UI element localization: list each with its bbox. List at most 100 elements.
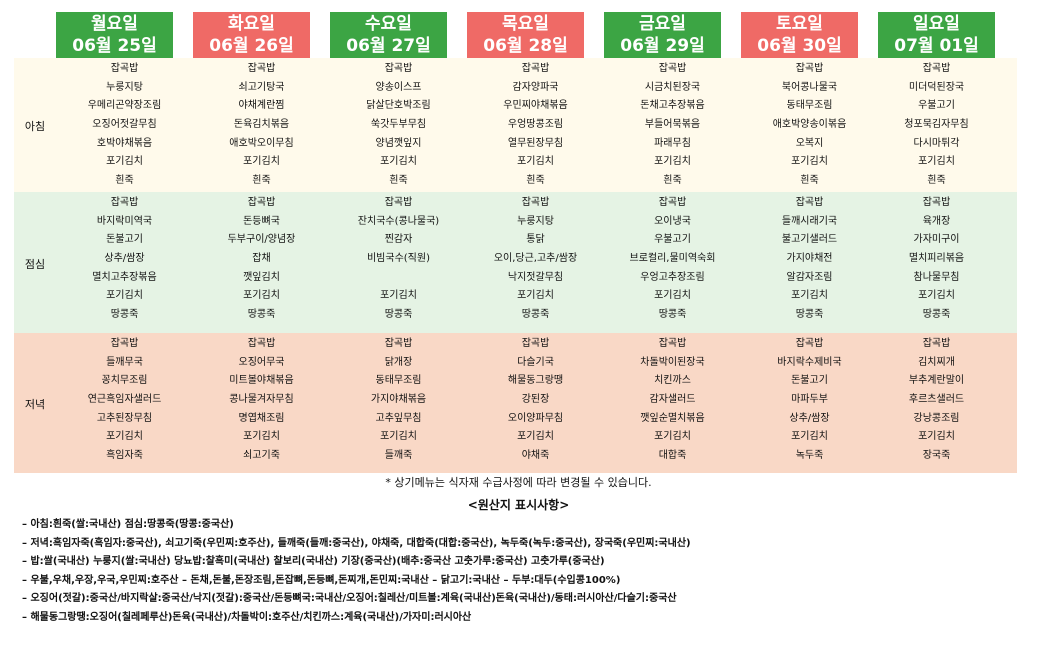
day-menu-cell: 잡곡밥 바지락미역국 돈불고기 상추/쌈장 멸치고추장볶음 포기김치 땅콩죽 <box>56 194 193 333</box>
day-header: 목요일 06월 28일 <box>467 12 584 58</box>
menu-item: 잡곡밥 <box>247 338 276 349</box>
change-notice: * 상기메뉴는 식자재 수급사정에 따라 변경될 수 있습니다. <box>385 476 652 489</box>
menu-item: 잡곡밥 <box>795 338 824 349</box>
menu-item: 포기김치 <box>654 290 691 302</box>
origin-note-line: – 해물동그랑땡:오징어(칠레페루산)돈육(국내산)/차돌박이:호주산/치킨까스… <box>22 611 472 623</box>
menu-item: 장국죽 <box>922 450 951 462</box>
day-date: 06월 27일 <box>346 36 431 56</box>
day-menu-cell: 잡곡밥 잔치국수(콩나물국) 찐감자 비빔국수(직원) 포기김치 땅콩죽 <box>330 194 467 333</box>
menu-item: 야채계란찜 <box>238 100 285 112</box>
menu-item: 땅콩죽 <box>521 309 550 321</box>
menu-item: 가자미구이 <box>913 234 960 246</box>
menu-item: 청포묵김자무침 <box>904 119 969 131</box>
day-menu-cell: 잡곡밥 바지락수제비국 돈불고기 마파두부 상추/쌈장 포기김치 녹두죽 <box>741 335 878 473</box>
menu-item: 부들어묵볶음 <box>644 119 701 131</box>
menu-item: 차돌박이된장국 <box>640 356 705 368</box>
menu-item: 잡곡밥 <box>247 63 276 74</box>
origin-note-line: – 우불,우채,우장,우국,우민찌:호주산 – 돈채,돈불,돈장조림,돈잡뼈,돈… <box>22 574 621 586</box>
menu-table: 월요일 06월 25일 화요일 06월 26일 수요일 06월 27일 목요일 06월 28일… <box>14 12 1017 473</box>
day-menu-cell: 잡곡밥 오이냉국 우불고기 브로컬리,물미역숙회 우엉고추장조림 포기김치 땅콩죽 <box>604 194 741 333</box>
menu-item: 콩나물겨자무침 <box>229 394 294 406</box>
menu-item: 다시마튀각 <box>913 137 960 149</box>
day-header: 금요일 06월 29일 <box>604 12 721 58</box>
menu-item: 포기김치 <box>791 290 828 302</box>
menu-item: 비빔국수(직원) <box>366 253 430 265</box>
menu-item: 잡곡밥 <box>384 197 413 208</box>
menu-item: 포기김치 <box>106 431 143 443</box>
menu-item: 흰죽 <box>115 175 134 187</box>
menu-item: 누룽지탕 <box>106 81 143 93</box>
origin-note-line: – 저녁:흑임자죽(흑임자:중국산), 쇠고기죽(우민찌:호주산), 들깨죽(들… <box>22 537 691 549</box>
day-date: 06월 28일 <box>483 36 568 56</box>
menu-item: 들깨시래기국 <box>781 215 838 227</box>
menu-item: 잡곡밥 <box>795 197 824 208</box>
meal-cells: 잡곡밥 들깨무국 꽁치무조림 연근흑임자샐러드 고추된장무침 포기김치 흑임자죽 잡곡밥 오징어… <box>56 335 1017 473</box>
menu-item: 부추계란말이 <box>908 375 965 387</box>
menu-item: 두부구이/양념장 <box>227 234 296 246</box>
day-menu-cell: 잡곡밥 감자양파국 우민찌야채볶음 우엉땅콩조림 열무된장무침 포기김치 흰죽 <box>467 60 604 192</box>
menu-item: 포기김치 <box>517 290 554 302</box>
day-name: 목요일 <box>502 14 549 34</box>
menu-item: 포기김치 <box>517 431 554 443</box>
menu-item: 닭개장 <box>384 356 413 368</box>
menu-item: 양송이스프 <box>375 81 422 93</box>
menu-item: 감자양파국 <box>512 81 559 93</box>
day-name: 수요일 <box>365 14 412 34</box>
day-menu-cell: 잡곡밥 돈등뼈국 두부구이/양념장 잡채 깻잎김치 포기김치 땅콩죽 <box>193 194 330 333</box>
menu-item: 바지락미역국 <box>96 215 153 227</box>
day-menu-cell: 잡곡밥 누룽지탕 우메리곤약장조림 오징어젓갈무침 호박야채볶음 포기김치 흰죽 <box>56 60 193 192</box>
menu-item: 애호박오이무침 <box>229 137 294 149</box>
menu-item: 포기김치 <box>918 290 955 302</box>
menu-item: 흰죽 <box>800 175 819 187</box>
menu-item: 브로컬리,물미역숙회 <box>629 253 716 265</box>
menu-item: 포기김치 <box>106 290 143 302</box>
menu-item: 땅콩죽 <box>795 309 824 321</box>
origin-note-line: – 오징어(젓갈):중국산/바지락살:중국산/낙지(젓갈):중국산/돈등뼈국:국… <box>22 593 677 605</box>
menu-item: 시금치된장국 <box>644 81 701 93</box>
menu-item: 포기김치 <box>106 156 143 168</box>
day-headers: 월요일 06월 25일 화요일 06월 26일 수요일 06월 27일 목요일 06월 28일… <box>56 12 995 58</box>
day-header-row: 월요일 06월 25일 화요일 06월 26일 수요일 06월 27일 목요일 06월 28일… <box>14 12 1017 58</box>
day-date: 06월 26일 <box>209 36 294 56</box>
day-menu-cell: 잡곡밥 김치찌개 부추계란말이 후르츠샐러드 강낭콩조림 포기김치 장국죽 <box>878 335 995 473</box>
menu-item: 잡곡밥 <box>110 338 139 349</box>
menu-item: 포기김치 <box>380 290 417 302</box>
origin-note-line: – 밥:쌀(국내산) 누룽지(쌀:국내산) 당뇨밥:찰흑미(국내산) 찰보리(국… <box>22 556 605 568</box>
header-corner <box>14 12 56 58</box>
menu-item: 포기김치 <box>791 431 828 443</box>
menu-item: 참나물무침 <box>913 271 960 283</box>
menu-item: 흰죽 <box>927 175 946 187</box>
menu-item: 흰죽 <box>252 175 271 187</box>
menu-item: 깻잎순멸치볶음 <box>640 412 705 424</box>
meal-label: 아침 <box>24 120 46 133</box>
menu-item: 김치찌개 <box>918 356 955 368</box>
day-header: 토요일 06월 30일 <box>741 12 858 58</box>
menu-item: 잡곡밥 <box>110 63 139 74</box>
meal-label: 저녁 <box>24 398 46 411</box>
menu-item: 땅콩죽 <box>658 309 687 321</box>
menu-item: 고추된장무침 <box>96 412 153 424</box>
menu-item: 땅콩죽 <box>110 309 139 321</box>
menu-item: 포기김치 <box>243 431 280 443</box>
menu-item: 파래무침 <box>654 137 691 149</box>
meal-row-lunch: 점심 잡곡밥 바지락미역국 돈불고기 상추/쌈장 멸치고추장볶음 포기김치 땅콩죽 잡곡밥 돈등뼈… <box>14 192 1017 333</box>
menu-item: 잡곡밥 <box>521 338 550 349</box>
menu-item: 열무된장무침 <box>507 137 564 149</box>
day-menu-cell: 잡곡밥 미더덕된장국 우불고기 청포묵김자무침 다시마튀각 포기김치 흰죽 <box>878 60 995 192</box>
menu-item: 상추/쌈장 <box>104 253 145 265</box>
day-menu-cell: 잡곡밥 오징어무국 미트볼야채볶음 콩나물겨자무침 명엽채조림 포기김치 쇠고기죽 <box>193 335 330 473</box>
menu-item: 포기김치 <box>380 156 417 168</box>
menu-item: 알감자조림 <box>786 271 833 283</box>
menu-item: 오징어무국 <box>238 356 285 368</box>
menu-item: 땅콩죽 <box>922 309 951 321</box>
menu-item: 잡채 <box>252 253 271 265</box>
menu-item: 연근흑임자샐러드 <box>87 394 162 406</box>
meal-rows: 아침 잡곡밥 누룽지탕 우메리곤약장조림 오징어젓갈무침 호박야채볶음 포기김치 흰죽 잡곡밥 쇠… <box>14 58 1017 473</box>
menu-item: 돈등뼈국 <box>243 215 280 227</box>
menu-item: 잡곡밥 <box>658 63 687 74</box>
menu-item: 흰죽 <box>663 175 682 187</box>
menu-item: 잡곡밥 <box>384 338 413 349</box>
menu-item: 땅콩죽 <box>384 309 413 321</box>
menu-item: 돈불고기 <box>791 375 828 387</box>
day-date: 07월 01일 <box>894 36 979 56</box>
